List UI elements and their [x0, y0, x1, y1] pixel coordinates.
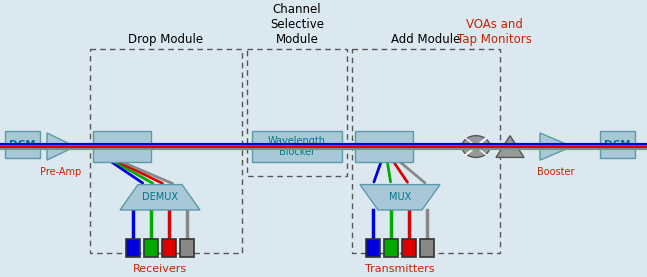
Bar — [352, 49, 500, 253]
Bar — [600, 131, 635, 158]
Bar — [252, 131, 342, 162]
Text: Booster: Booster — [537, 167, 575, 177]
Polygon shape — [540, 133, 572, 160]
Text: Transmitters: Transmitters — [366, 264, 435, 274]
Text: DCM: DCM — [9, 140, 36, 150]
Bar — [180, 239, 194, 257]
Bar — [247, 49, 347, 176]
Text: VOAs and
Tap Monitors: VOAs and Tap Monitors — [457, 18, 531, 46]
Polygon shape — [120, 184, 200, 210]
Text: Add Module: Add Module — [391, 33, 461, 46]
Bar — [402, 239, 416, 257]
Bar — [5, 131, 40, 158]
Bar — [420, 239, 434, 257]
Text: Pre-Amp: Pre-Amp — [40, 167, 82, 177]
Bar — [162, 239, 176, 257]
Bar — [93, 131, 151, 162]
Polygon shape — [47, 133, 75, 160]
Bar — [90, 49, 242, 253]
Text: Wavelength
Blocker: Wavelength Blocker — [268, 136, 326, 157]
Text: Drop Module: Drop Module — [129, 33, 204, 46]
Bar — [366, 239, 380, 257]
Bar — [355, 131, 413, 162]
Polygon shape — [496, 136, 524, 157]
Ellipse shape — [462, 136, 490, 157]
Bar — [384, 239, 398, 257]
Polygon shape — [360, 184, 440, 210]
Text: MUX: MUX — [389, 192, 411, 202]
Text: Channel
Selective
Module: Channel Selective Module — [270, 3, 324, 46]
Text: Receivers: Receivers — [133, 264, 187, 274]
Text: DCM: DCM — [604, 140, 631, 150]
Text: DEMUX: DEMUX — [142, 192, 178, 202]
Bar — [126, 239, 140, 257]
Bar — [144, 239, 158, 257]
